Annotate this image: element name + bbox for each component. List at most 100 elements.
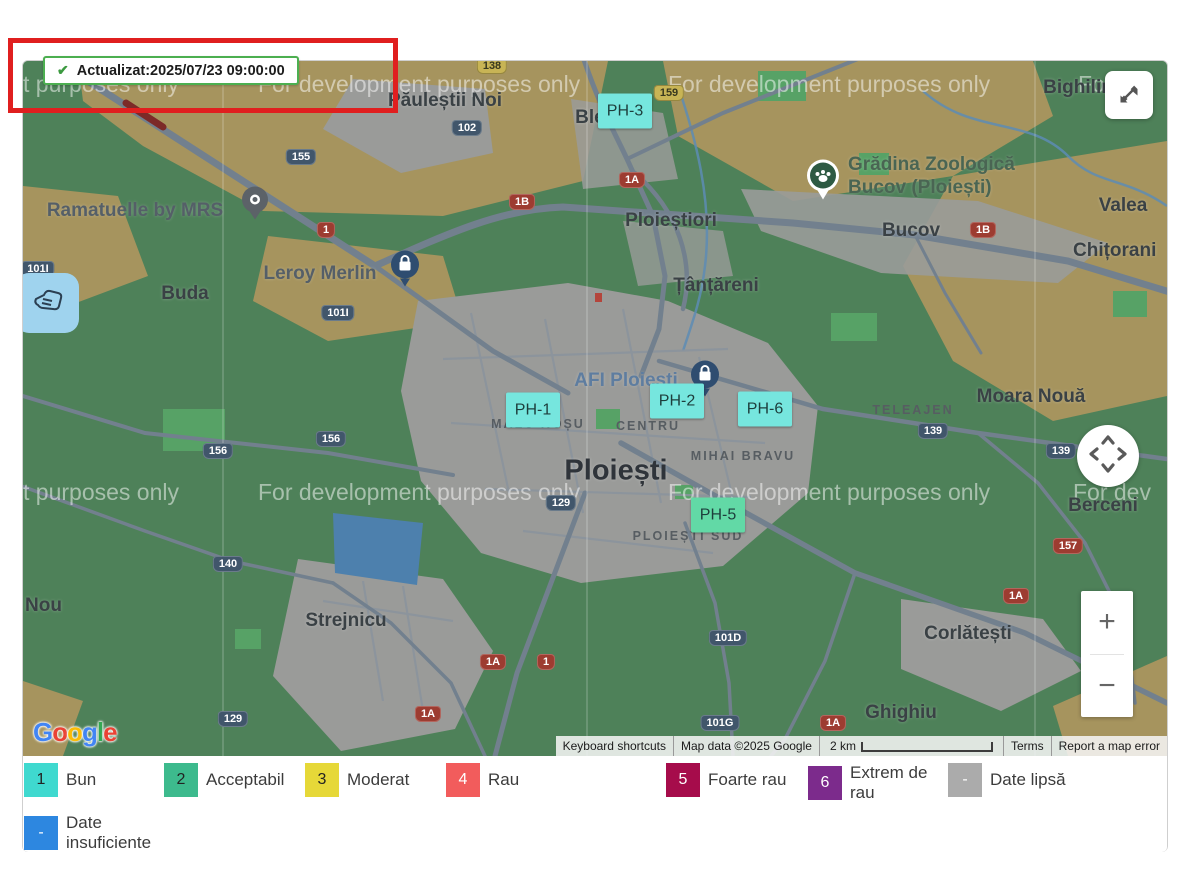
google-logo-letter: g [82,717,98,747]
road-shield: 138 [476,61,508,74]
road-shield: 1A [1002,588,1030,604]
legend-swatch: 4 [446,763,480,797]
legend-swatch: - [24,815,58,850]
station-marker-ph1[interactable]: PH-1 [506,392,560,428]
legend-item-acceptabil: 2 Acceptabil [164,763,296,797]
zoom-in-button[interactable]: + [1081,591,1133,654]
station-marker-ph6[interactable]: PH-6 [738,391,792,427]
road-shield: 1A [479,654,507,670]
road-shield: 159 [653,85,685,101]
zoom-control: + − [1081,591,1133,717]
road-shield: 102 [451,120,483,136]
town-label: Valea [1098,195,1148,216]
legend-item-extrem-de-rau: 6 Extrem de rau [808,763,940,802]
google-logo-letter: G [33,717,53,747]
legend-label: Date lipsă [990,770,1066,790]
legend-item-moderat: 3 Moderat [305,763,437,797]
google-logo-letter: o [52,717,68,747]
town-label: Nou [25,595,62,616]
station-marker-ph2[interactable]: PH-2 [650,383,704,419]
shop-pin-icon [240,186,270,227]
legend-item-rau: 4 Rau [446,763,578,797]
dev-watermark: t purposes only [23,479,179,505]
legend-item-foarte-rau: 5 Foarte rau [666,763,798,797]
road-shield: 157 [1052,538,1084,554]
road-shield: 1A [414,706,442,722]
fullscreen-icon [1117,82,1141,109]
legend-swatch: 6 [808,765,842,800]
check-icon: ✔ [57,62,69,78]
last-updated-status: ✔ Actualizat:2025/07/23 09:00:00 [43,56,299,85]
town-label: Bighilin [1043,77,1113,98]
dev-watermark: For development purposes only [258,71,581,97]
road-shield: 101D [708,630,748,646]
map-widget: t purposes only For development purposes… [22,60,1168,852]
store-mall-icon [388,249,422,294]
district-label: MIHAI BRAVU [690,449,796,463]
legend-swatch: 5 [666,763,700,797]
legend-item-bun: 1 Bun [24,763,156,797]
google-logo-letter: e [103,717,118,747]
town-label: Păuleștii Noi [387,90,503,111]
legend-item-date-lipsa: - Date lipsă [948,763,1080,797]
district-label: CENTRU [615,419,681,433]
town-label: Chițorani [1073,240,1157,261]
station-marker-ph5[interactable]: PH-5 [691,497,745,533]
zoo-paw-icon [804,159,842,208]
google-logo[interactable]: Google [33,717,118,748]
map-canvas[interactable]: t purposes only For development purposes… [23,61,1167,756]
city-label-ploiesti: Ploiești [564,454,668,487]
road-shield: 156 [315,431,347,447]
pan-control[interactable] [1077,425,1139,487]
poi-label: Ramatuelle by MRS [46,200,224,221]
legend-label: Moderat [347,770,410,790]
dev-watermark: For development purposes only [258,479,581,505]
zoom-divider [1090,653,1124,655]
legend-label: Acceptabil [206,770,285,790]
town-label: Berceni [1068,495,1138,516]
scale-label: 2 km [829,739,856,753]
poi-label: Leroy Merlin [263,263,377,284]
road-shield: 1A [819,715,847,731]
road-shield: 101I [321,305,355,321]
pan-arrows-icon [1085,431,1131,482]
town-label: Buda [161,283,209,304]
map-data-copyright: Map data ©2025 Google [673,736,819,756]
legend-label: Bun [66,770,97,790]
store-mall-icon [688,359,722,404]
road-shield: 129 [217,711,249,727]
keyboard-shortcuts-button[interactable]: Keyboard shortcuts [555,736,673,756]
terms-link[interactable]: Terms [1002,736,1051,756]
town-label: Strejnicu [305,610,387,631]
legend-swatch: 2 [164,763,198,797]
last-updated-text: Actualizat:2025/07/23 09:00:00 [76,62,285,79]
hand-tool-button[interactable] [23,273,79,333]
road-shield: 129 [545,495,577,511]
legend-item-date-insuficiente: - Date insuficiente [24,813,156,852]
road-shield: 1A [618,172,646,188]
road-shield: 1B [969,222,997,238]
town-label: Bucov [881,220,941,241]
town-label: Țânțăreni [673,275,759,296]
google-logo-letter: l [96,717,104,747]
station-marker-ph3[interactable]: PH-3 [598,93,652,129]
report-map-error-link[interactable]: Report a map error [1050,736,1167,756]
dev-watermark: For development purposes only [668,71,991,97]
road-shield: 1B [508,194,536,210]
road-shield: 1 [536,654,556,670]
town-label: Ploieștiori [625,210,717,231]
legend-swatch: 3 [305,763,339,797]
legend-swatch: 1 [24,763,58,797]
hand-icon [29,284,65,323]
district-label: TELEAJEN [872,403,954,417]
zoom-out-button[interactable]: − [1081,655,1133,718]
road-shield: 101G [700,715,740,731]
legend-label: Extrem de rau [850,763,928,802]
road-shield: 156 [202,443,234,459]
legend-label: Rau [488,770,520,790]
town-label: Moara Nouă [976,386,1086,407]
fullscreen-button[interactable] [1105,71,1153,119]
legend-label: Foarte rau [708,770,787,790]
district-label: PLOIEȘTI SUD [632,529,744,543]
